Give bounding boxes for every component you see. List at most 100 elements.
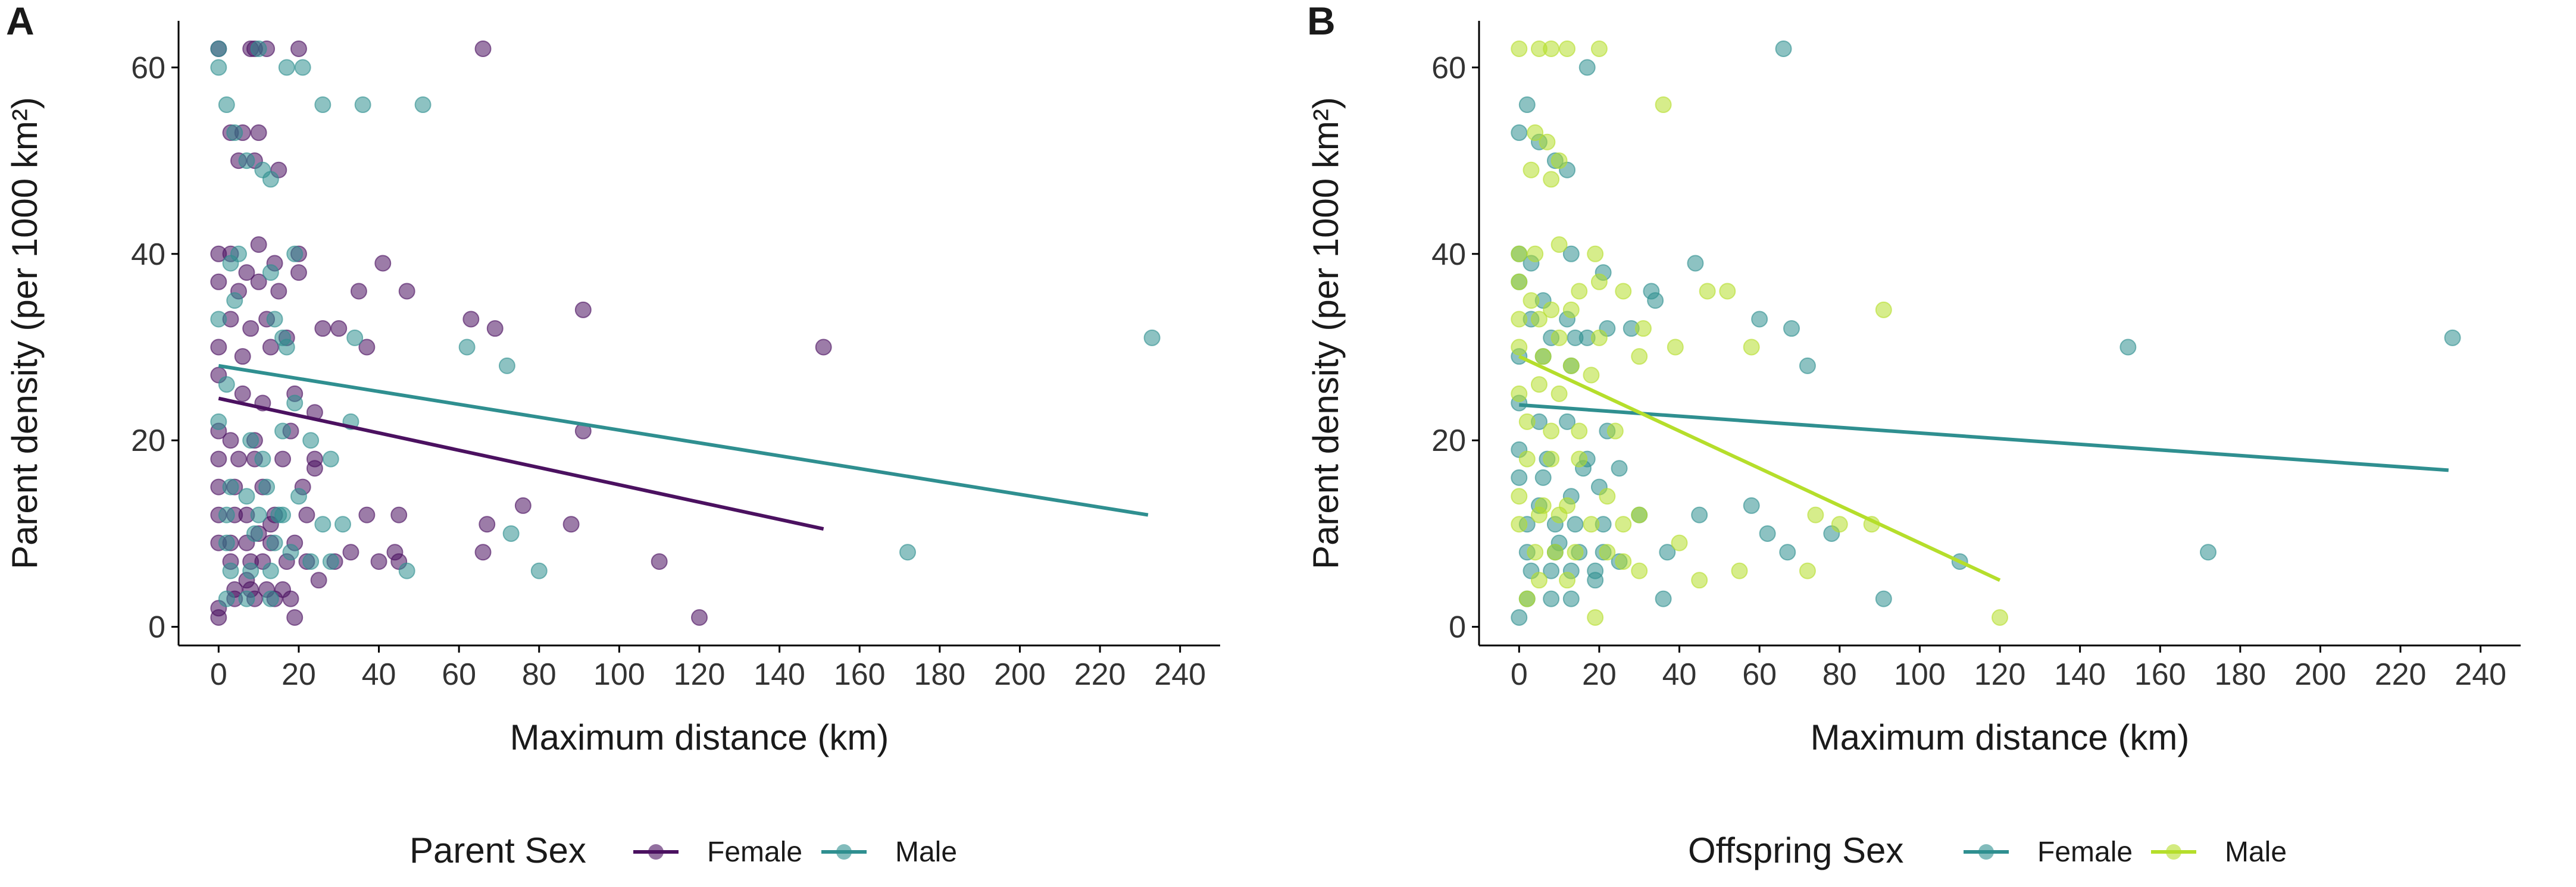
panel-b-letter: B [1307, 0, 1336, 43]
data-point-male [262, 590, 279, 607]
panel-b: B Parent density (per 1000 km²) Maximum … [1306, 0, 2521, 870]
data-point-male [254, 450, 271, 468]
data-point-male [1571, 450, 1588, 468]
data-point-male [1606, 422, 1624, 440]
data-point-female [651, 553, 668, 570]
fit-line-male [218, 363, 1149, 517]
data-point-male [218, 506, 235, 524]
data-point-female [1511, 469, 1528, 486]
panel-a-ylabel-wrap: Parent density (per 1000 km²) [5, 97, 45, 569]
data-point-male [1743, 338, 1760, 356]
data-point-male [502, 525, 520, 542]
data-point-male [1511, 311, 1528, 328]
data-point-female [1875, 590, 1892, 607]
data-point-female [374, 255, 392, 272]
data-point-male [1511, 516, 1528, 533]
data-point-female [1562, 245, 1580, 262]
data-point-male [238, 152, 255, 170]
data-point-female [270, 283, 287, 300]
data-point-female [1511, 609, 1528, 626]
data-point-male [250, 40, 267, 58]
data-point-male [1550, 385, 1568, 402]
data-point-female [1647, 292, 1664, 309]
x-tick-label: 20 [1582, 657, 1617, 692]
data-point-female [562, 516, 580, 533]
data-point-male [1562, 357, 1580, 374]
x-tick-label: 220 [1074, 657, 1126, 692]
data-point-male [1615, 553, 1632, 570]
x-tick-label: 160 [2134, 657, 2186, 692]
x-tick-label: 40 [362, 657, 396, 692]
panel-b-legend-title: Offspring Sex [1688, 830, 1903, 870]
data-point-male [1527, 544, 1544, 561]
data-point-female [390, 506, 408, 524]
data-point-female [306, 460, 323, 477]
panel-a-legend-dot-male [836, 844, 852, 860]
data-point-female [1783, 320, 1800, 337]
data-point-female [314, 320, 332, 337]
x-tick-label: 200 [2294, 657, 2346, 692]
data-point-female [1655, 590, 1672, 607]
data-point-male [314, 96, 332, 114]
data-point-female [230, 450, 247, 468]
data-point-male [458, 338, 476, 356]
panel-b-ylabel: Parent density (per 1000 km²) [1306, 97, 1346, 569]
data-point-male [1543, 450, 1560, 468]
data-point-male [282, 544, 299, 561]
data-point-male [1511, 273, 1528, 290]
data-point-female [398, 283, 415, 300]
data-point-female [1751, 311, 1768, 328]
data-point-male [1567, 544, 1584, 561]
fit-line-female [1519, 403, 2449, 472]
data-point-female [2119, 338, 2137, 356]
data-point-male [1550, 152, 1568, 170]
data-point-female [1659, 544, 1676, 561]
data-point-male [1615, 516, 1632, 533]
data-point-male [290, 488, 307, 505]
data-point-female [234, 385, 251, 402]
data-point-male [274, 422, 291, 440]
data-point-male [278, 338, 295, 356]
x-tick-label: 140 [2054, 657, 2106, 692]
data-point-male [1518, 590, 1536, 607]
data-point-male [210, 413, 227, 430]
data-point-female [370, 553, 387, 570]
data-point-male [530, 562, 548, 579]
data-point-female [210, 609, 227, 626]
data-point-male [398, 562, 415, 579]
data-point-female [1543, 590, 1560, 607]
panel-b-plot: 0 20 40 60 0 20 40 60 80 100 120 140 160 180 200 220 240 [1431, 21, 2521, 692]
data-point-female [274, 450, 291, 468]
data-point-female [1759, 525, 1776, 542]
data-point-male [498, 357, 515, 374]
data-point-male [1631, 348, 1648, 365]
data-point-male [218, 376, 235, 393]
data-point-female [210, 273, 227, 290]
y-tick-label: 60 [131, 51, 165, 85]
data-point-male [314, 516, 332, 533]
data-point-male [354, 96, 371, 114]
x-tick-label: 100 [1894, 657, 1946, 692]
data-point-male [1546, 544, 1564, 561]
x-tick-label: 80 [1822, 657, 1857, 692]
data-point-male [1655, 96, 1672, 114]
data-point-male [1534, 348, 1552, 365]
data-point-female [290, 264, 307, 281]
data-point-male [1587, 245, 1604, 262]
data-point-male [222, 255, 239, 272]
data-point-male [302, 432, 320, 449]
data-point-female [514, 497, 532, 514]
x-tick-label: 220 [2375, 657, 2427, 692]
y-tick-label: 40 [1431, 237, 1466, 272]
fit-line-female [218, 396, 824, 531]
x-tick-label: 140 [754, 657, 805, 692]
panel-a-ylabel: Parent density (per 1000 km²) [5, 97, 45, 569]
data-point-male [322, 450, 339, 468]
data-point-male [1543, 171, 1560, 188]
data-point-female [222, 432, 239, 449]
data-point-male [1599, 544, 1616, 561]
data-point-female [1779, 544, 1796, 561]
data-point-male [210, 311, 227, 328]
data-point-male [1615, 283, 1632, 300]
data-point-female [1518, 96, 1536, 114]
